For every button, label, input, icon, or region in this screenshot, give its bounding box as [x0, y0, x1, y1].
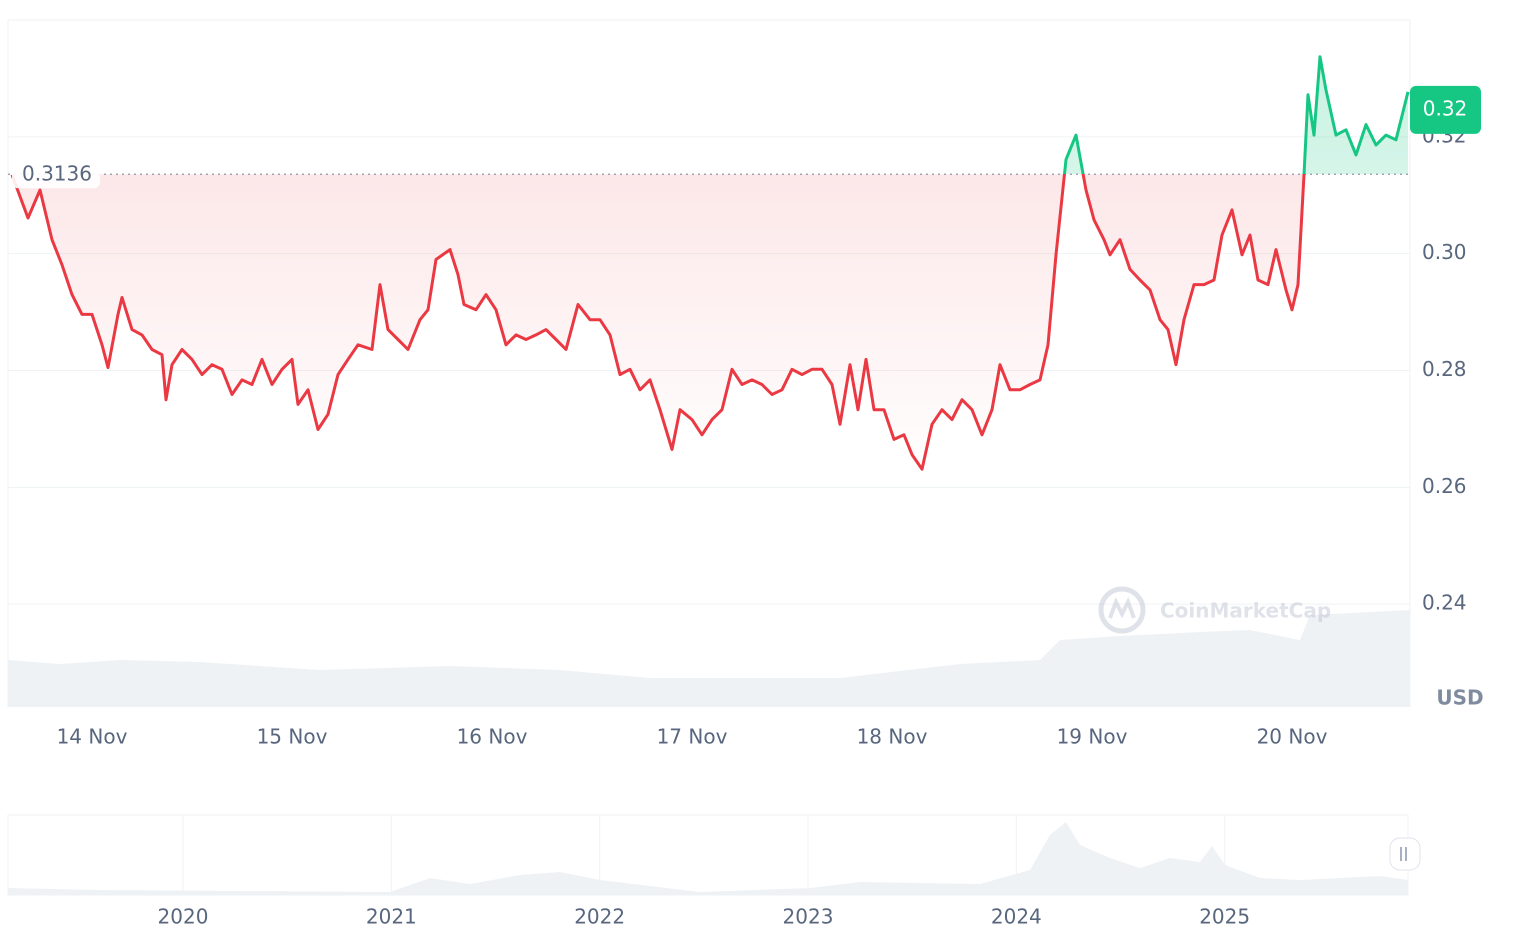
watermark-text: CoinMarketCap: [1160, 599, 1331, 623]
navigator-tick-label: 2023: [783, 905, 834, 929]
navigator-area: [8, 822, 1408, 895]
price-tag-label: 0.32: [1423, 96, 1468, 120]
navigator-tick-label: 2024: [991, 905, 1042, 929]
y-tick-label: 0.28: [1422, 357, 1467, 381]
navigator-tick-label: 2025: [1199, 905, 1250, 929]
x-tick-label: 18 Nov: [857, 725, 928, 749]
volume-area: [8, 610, 1410, 707]
price-area: [12, 56, 1408, 470]
y-tick-label: 0.30: [1422, 240, 1467, 264]
x-tick-label: 14 Nov: [57, 725, 128, 749]
y-tick-label: 0.26: [1422, 474, 1467, 498]
baseline-label: 0.3136: [22, 162, 92, 186]
navigator-tick-label: 2020: [158, 905, 209, 929]
price-line: [10, 55, 1410, 471]
navigator-tick-label: 2021: [366, 905, 417, 929]
x-tick-label: 16 Nov: [457, 725, 528, 749]
x-tick-label: 15 Nov: [257, 725, 328, 749]
x-tick-label: 20 Nov: [1257, 725, 1328, 749]
navigator-tick-label: 2022: [574, 905, 625, 929]
x-tick-label: 17 Nov: [657, 725, 728, 749]
y-tick-label: 0.24: [1422, 591, 1467, 615]
price-tag: [1410, 85, 1481, 134]
x-tick-label: 19 Nov: [1057, 725, 1128, 749]
y-unit: USD: [1436, 686, 1483, 710]
baseline-label-box: [12, 158, 100, 189]
watermark: CoinMarketCap: [1098, 586, 1331, 634]
